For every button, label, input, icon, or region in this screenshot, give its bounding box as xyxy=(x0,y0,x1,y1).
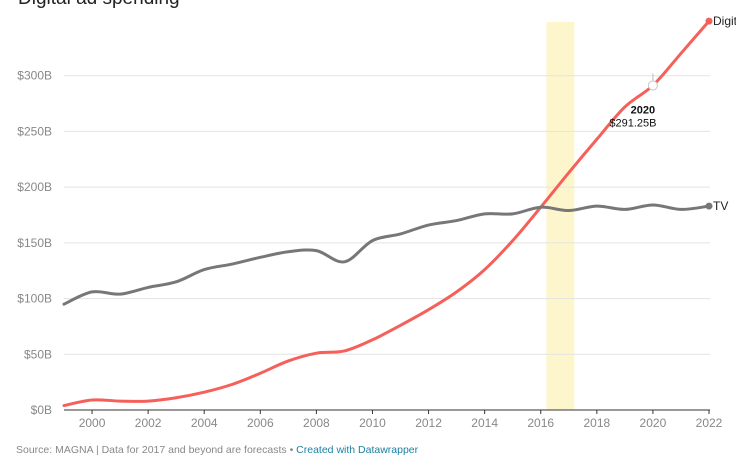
x-tick-label-2002: 2002 xyxy=(135,416,162,430)
y-tick-label-50b: $50B xyxy=(24,347,52,361)
y-tick-label-0b: $0B xyxy=(31,403,52,417)
series-end-label-digital: Digit xyxy=(713,14,736,28)
x-tick-label-2010: 2010 xyxy=(359,416,386,430)
annotation-2020: 2020$291.25B xyxy=(609,73,658,129)
x-tick-label-2008: 2008 xyxy=(303,416,330,430)
x-tick-label-2012: 2012 xyxy=(415,416,442,430)
series-end-label-tv: TV xyxy=(713,199,728,213)
annotation-year-label: 2020 xyxy=(631,104,655,116)
series-end-labels: Digit TV xyxy=(713,14,736,213)
y-axis: $0B $50B $100B $150B $200B $250B $300B xyxy=(17,69,52,417)
x-tick-label-2004: 2004 xyxy=(191,416,218,430)
series-end-dot-digital xyxy=(705,17,713,25)
x-tick-label-2014: 2014 xyxy=(471,416,498,430)
chart-title: Digital ad spending xyxy=(18,0,180,10)
annotation-marker xyxy=(647,80,658,91)
footer: Source: MAGNA | Data for 2017 and beyond… xyxy=(16,444,418,456)
highlight-band-layer xyxy=(546,22,575,410)
y-tick-label-200b: $200B xyxy=(17,180,52,194)
x-tick-label-2006: 2006 xyxy=(247,416,274,430)
series-lines xyxy=(62,17,713,408)
annotation-value-label: $291.25B xyxy=(609,117,656,129)
y-tick-label-150b: $150B xyxy=(17,236,52,250)
y-tick-label-250b: $250B xyxy=(17,124,52,138)
highlight-band xyxy=(546,22,575,410)
source-note: Source: MAGNA | Data for 2017 and beyond… xyxy=(16,444,287,456)
series-line-tv xyxy=(62,203,711,306)
y-tick-label-100b: $100B xyxy=(17,292,52,306)
line-chart: $0B$50B$100B$150B$200B$250B$300B 2000 200… xyxy=(17,14,736,430)
x-tick-label-2000: 2000 xyxy=(79,416,106,430)
footer-separator: • xyxy=(289,444,294,456)
x-tick-label-2016: 2016 xyxy=(527,416,554,430)
y-tick-label-300b: $300B xyxy=(17,69,52,83)
x-tick-label-2018: 2018 xyxy=(583,416,610,430)
x-axis: 2000 2002 2004 2006 2008 2010 2012 2014 2016 2018… xyxy=(79,410,723,430)
series-end-dot-tv xyxy=(705,202,713,210)
datawrapper-credit-link[interactable]: Created with Datawrapper xyxy=(296,444,419,456)
series-line-digital xyxy=(62,19,711,408)
x-tick-label-2022: 2022 xyxy=(696,416,723,430)
x-tick-label-2020: 2020 xyxy=(640,416,667,430)
